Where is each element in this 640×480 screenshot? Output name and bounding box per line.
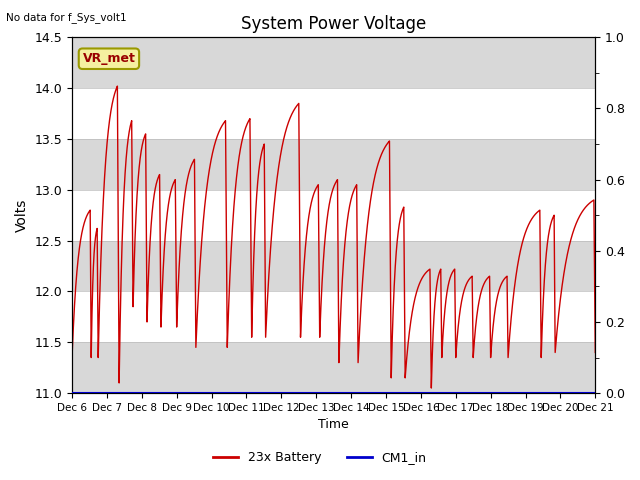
Bar xyxy=(72,88,595,139)
Y-axis label: Volts: Volts xyxy=(15,199,29,232)
Bar xyxy=(72,190,595,240)
Legend: 23x Battery, CM1_in: 23x Battery, CM1_in xyxy=(208,446,432,469)
Bar xyxy=(72,342,595,393)
Bar xyxy=(72,240,595,291)
Text: VR_met: VR_met xyxy=(83,52,136,65)
Title: System Power Voltage: System Power Voltage xyxy=(241,15,426,33)
X-axis label: Time: Time xyxy=(318,419,349,432)
Bar xyxy=(72,139,595,190)
Bar xyxy=(72,291,595,342)
Bar xyxy=(72,37,595,88)
Text: No data for f_Sys_volt1: No data for f_Sys_volt1 xyxy=(6,12,127,23)
